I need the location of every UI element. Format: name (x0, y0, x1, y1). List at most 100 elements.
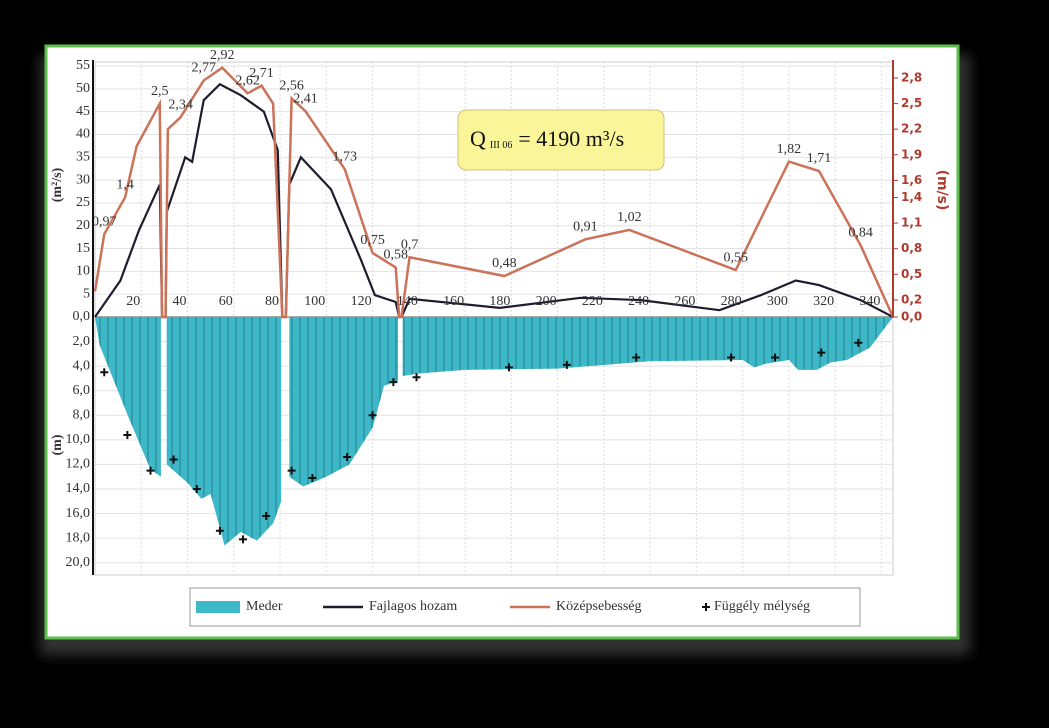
y2-tick-label: 2,2 (901, 122, 922, 136)
data-label: 0,97 (92, 214, 117, 229)
data-label: 1,82 (777, 142, 802, 157)
x-tick-label: 340 (859, 294, 880, 309)
depth-tick-label: 2,0 (73, 334, 91, 349)
y-tick-label: 5 (83, 286, 90, 301)
y2-tick-label: 1,1 (901, 216, 922, 230)
y-tick-label: 20 (76, 218, 90, 233)
y-tick-label: 25 (76, 195, 90, 210)
legend-label: Fajlagos hozam (369, 599, 457, 614)
y2-tick-label: 0,2 (901, 292, 922, 306)
y-tick-label: 30 (76, 172, 90, 187)
x-tick-label: 20 (126, 294, 140, 309)
y2-tick-label: 0,0 (901, 310, 922, 324)
depth-tick-label: 10,0 (66, 432, 91, 447)
data-label: 1,71 (807, 151, 832, 166)
x-tick-label: 160 (443, 294, 464, 309)
data-label: 2,77 (191, 61, 216, 76)
depth-point (123, 430, 132, 439)
x-tick-label: 140 (397, 294, 418, 309)
y-tick-label: 50 (76, 81, 90, 96)
depth-point (100, 368, 109, 377)
depth-point (192, 485, 201, 493)
riverbed-hatch (289, 317, 399, 487)
y-tick-label: 45 (76, 104, 90, 119)
depth-point (146, 466, 155, 475)
data-label: 0,55 (723, 250, 748, 265)
depth-point (854, 338, 863, 347)
data-label: 2,34 (168, 97, 193, 112)
y2-tick-label: 2,5 (901, 96, 922, 110)
annotation: Q III 06 = 4190 m³/s (457, 109, 665, 171)
y2-tick-label: 1,9 (901, 147, 922, 161)
depth-point (632, 353, 641, 362)
riverbed-hatch (402, 317, 893, 376)
annotation-box (457, 109, 665, 171)
y-tick-label: 10 (76, 264, 90, 279)
y-tick-label: 15 (76, 241, 90, 256)
riverbed-hatch (95, 317, 161, 477)
legend: Meder Fajlagos hozam Középsebesség Függély … (189, 587, 861, 627)
depth-tick-label: 18,0 (66, 530, 91, 545)
x-tick-label: 220 (582, 294, 603, 309)
data-label: 0,75 (360, 233, 385, 248)
x-tick-label: 240 (628, 294, 649, 309)
depth-point (215, 526, 224, 535)
depth-tick-label: 6,0 (73, 383, 91, 398)
y-tick-label: 0,0 (73, 309, 91, 324)
data-label: 2,5 (151, 84, 169, 99)
marks (93, 66, 895, 546)
data-label: 2,71 (249, 66, 274, 81)
data-label: 0,84 (848, 226, 873, 241)
depth-point (308, 473, 317, 482)
data-label: 1,02 (617, 210, 642, 225)
annotation-subscript: III 06 (490, 140, 513, 151)
depth-point (343, 453, 352, 462)
legend-label: Függély mélység (714, 599, 810, 614)
labels: 20 40 60 80 100 120 140 160 180 200 220 240 260 280 30… (66, 48, 923, 570)
y-axis-label: (m²/s) (50, 167, 65, 202)
depth-point (562, 360, 571, 369)
data-label: 0,48 (492, 256, 517, 271)
x-tick-label: 300 (767, 294, 788, 309)
x-tick-label: 80 (265, 294, 279, 309)
depth-point (771, 353, 780, 362)
depth-point (727, 353, 736, 362)
legend-swatch (702, 603, 710, 611)
legend-label: Középsebesség (556, 599, 642, 614)
data-label: 1,4 (116, 178, 134, 193)
data-label: 1,73 (333, 150, 358, 165)
y2-axis-label: (m/s) (934, 170, 950, 211)
x-tick-label: 120 (351, 294, 372, 309)
data-label: 0,7 (401, 237, 419, 252)
y-tick-label: 35 (76, 149, 90, 164)
depth-point (262, 512, 271, 521)
legend-swatch (196, 601, 240, 613)
data-label: 2,62 (235, 74, 260, 89)
depth-tick-label: 4,0 (73, 358, 91, 373)
x-tick-label: 40 (173, 294, 187, 309)
annotation-value: = 4190 m³/s (518, 126, 624, 151)
depth-tick-label: 20,0 (66, 555, 91, 570)
x-tick-label: 200 (536, 294, 557, 309)
depth-tick-label: 12,0 (66, 457, 91, 472)
x-tick-label: 60 (219, 294, 233, 309)
y2-tick-label: 1,6 (901, 173, 922, 187)
series-line (93, 66, 895, 319)
depth-tick-label: 16,0 (66, 506, 91, 521)
x-tick-label: 280 (721, 294, 742, 309)
depth-point (817, 348, 826, 357)
depth-axis-label: (m) (50, 434, 65, 455)
y-tick-label: 55 (76, 58, 90, 73)
depth-point (389, 378, 398, 387)
data-label: 0,91 (573, 220, 598, 235)
x-tick-label: 180 (489, 294, 510, 309)
depth-point (239, 535, 248, 544)
data-label: 2,41 (293, 91, 318, 106)
data-label: 0,58 (383, 248, 408, 263)
data-label: 2,92 (210, 48, 235, 63)
x-tick-label: 100 (304, 294, 325, 309)
legend-label: Meder (246, 599, 283, 614)
annotation-text: Q III 06 = 4190 m³/s (470, 126, 624, 151)
